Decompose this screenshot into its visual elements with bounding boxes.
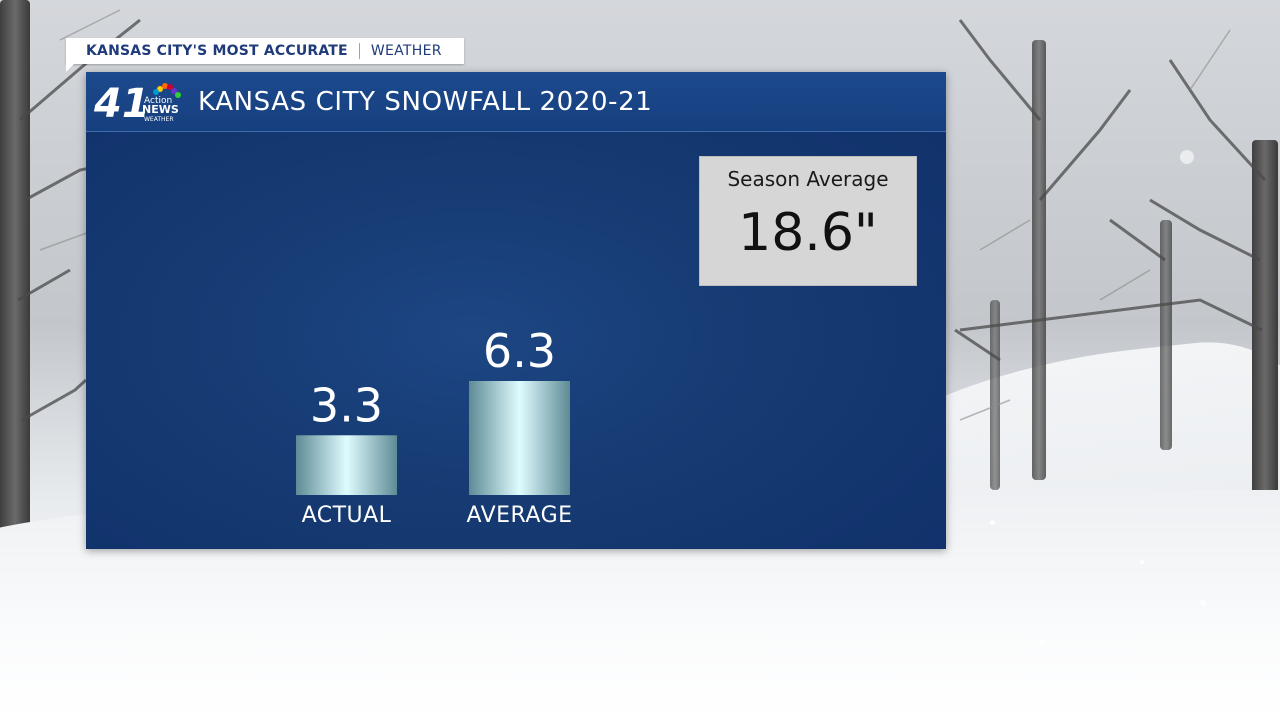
tree-trunk: [0, 0, 30, 575]
snowflake: [1180, 150, 1194, 164]
tree-trunk: [1252, 140, 1278, 510]
brand-tag-category: WEATHER: [370, 43, 442, 59]
panel-header: 41 Action NEWS WEATHER KANSAS CITY SNOWF…: [86, 72, 946, 132]
brand-tag: KANSAS CITY'S MOST ACCURATE WEATHER: [66, 38, 464, 72]
category-label-actual: ACTUAL: [302, 503, 392, 528]
snowflake: [990, 520, 995, 525]
value-label-actual: 3.3: [310, 378, 383, 432]
chart-title: KANSAS CITY SNOWFALL 2020-21: [198, 87, 653, 117]
tree-trunk: [1032, 40, 1046, 480]
value-label-average: 6.3: [483, 324, 556, 378]
tree-trunk: [1160, 220, 1172, 450]
snowflake: [1140, 560, 1144, 564]
season-average-label: Season Average: [727, 167, 889, 191]
peacock-icon: [153, 83, 181, 98]
logo-line2: NEWS: [142, 103, 179, 116]
season-average-value: 18.6": [738, 203, 878, 263]
category-label-average: AVERAGE: [466, 503, 572, 528]
snowflake: [1040, 640, 1044, 644]
bar-actual: [296, 435, 397, 495]
logo-number: 41: [94, 81, 150, 123]
bar-average: [469, 381, 570, 495]
tag-divider: [358, 43, 360, 59]
station-logo: 41 Action NEWS WEATHER: [94, 81, 181, 123]
snowfall-panel: 41 Action NEWS WEATHER KANSAS CITY SNOWF…: [86, 72, 946, 549]
logo-line1: Action: [144, 96, 172, 106]
snowflake: [1200, 600, 1206, 606]
season-average-box: Season Average 18.6": [699, 156, 917, 286]
brand-tag-text: KANSAS CITY'S MOST ACCURATE: [86, 43, 348, 59]
snowfall-bar-chart: 3.3 ACTUAL 6.3 AVERAGE: [296, 324, 572, 528]
logo-line3: WEATHER: [144, 116, 174, 123]
tree-trunk: [990, 300, 1000, 490]
